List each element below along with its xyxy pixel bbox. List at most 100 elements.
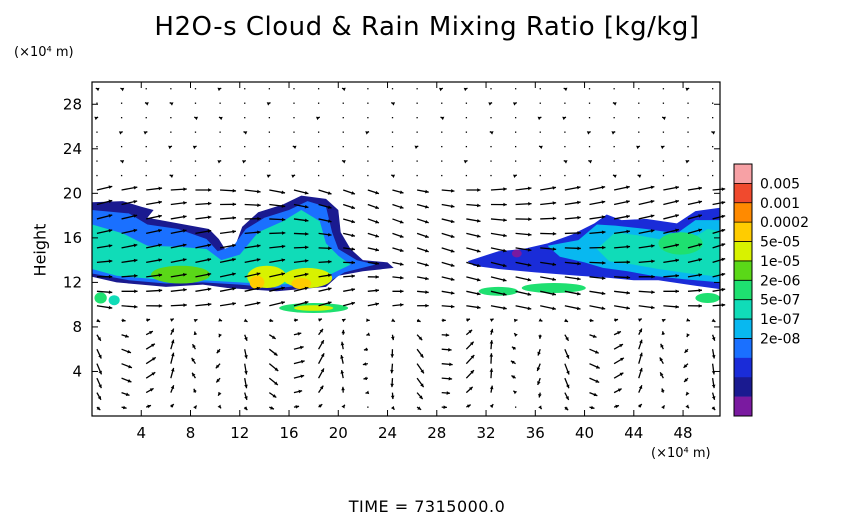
wind-vector-head [638,385,643,390]
wind-vector-head [552,306,556,311]
wind-vector-head [193,388,197,393]
wind-vector [96,348,102,359]
wind-vector-head [601,215,606,219]
wind-vector [194,131,197,133]
x-tick-label: 28 [427,424,446,442]
wind-vector-head [620,357,624,362]
wind-vector [564,246,581,251]
wind-vector-head [366,332,371,336]
wind-vector [687,174,689,177]
x-tick-label: 36 [526,424,545,442]
cloud-low-right-a [478,286,519,296]
wind-vector-head [463,160,468,164]
wind-vector [170,288,187,292]
wind-vector-head [650,229,655,233]
wind-vector [266,102,271,106]
wind-vector-head [503,306,507,310]
wind-vector [96,160,98,162]
wind-vector [489,340,494,350]
wind-vector [441,362,453,367]
wind-vector-head [149,388,154,392]
wind-vector [96,259,113,264]
wind-vector [170,258,187,263]
wind-vector [416,406,422,411]
wind-vector [538,318,543,322]
wind-vector-head [217,87,222,92]
wind-vector [416,218,429,224]
wind-vector-head [477,188,481,192]
wind-vector-head [675,289,679,294]
wind-vector-head [133,199,138,204]
wind-vector [269,231,286,235]
wind-vector-head [463,87,468,92]
wind-vector-head [158,304,163,308]
wind-vector [441,247,455,253]
wind-vector-head [399,190,404,194]
chart-title: H2O-s Cloud & Rain Mixing Ratio [kg/kg] [154,12,700,42]
wind-vector-head [650,214,655,218]
wind-vector [121,318,126,323]
wind-vector-head [183,201,187,205]
wind-vector-head [698,288,702,293]
wind-vector-head [502,292,507,296]
wind-vector [514,406,517,408]
colorbar-label: 2e-06 [760,273,800,289]
wind-vector [441,145,443,148]
wind-vector [343,260,355,265]
wind-vector [712,272,726,278]
wind-vector [636,145,641,150]
wind-vector [244,145,246,148]
wind-vector-head [592,334,597,338]
cloud-speck [511,249,522,258]
wind-vector-head [442,318,446,323]
wind-vector-head [684,349,689,353]
wind-vector [96,305,113,310]
wind-vector-head [661,405,665,410]
wind-vector [614,275,631,280]
wind-vector-head [232,216,237,220]
wind-vector [340,370,345,379]
wind-vector [269,286,286,292]
wind-vector [589,392,598,397]
wind-vector-head [594,350,599,354]
wind-vector [343,287,356,292]
wind-vector [712,228,726,235]
wind-vector-head [281,300,285,305]
wind-vector [712,214,726,220]
wind-vector [489,403,494,408]
wind-vector-head [577,261,581,266]
wind-vector-head [274,381,278,385]
wind-vector [268,117,271,119]
wind-vector [291,174,296,179]
wind-vector-head [281,204,286,208]
wind-vector [638,199,655,206]
wind-vector [367,174,369,177]
wind-vector [194,102,197,104]
wind-vector-head [661,331,666,335]
wind-vector [193,388,197,393]
wind-vector-head [108,199,113,204]
wind-vector [96,274,113,279]
wind-vector [711,363,716,375]
wind-vector [191,357,196,365]
wind-vector [145,174,147,177]
wind-vector-head [232,287,236,291]
wind-vector [244,189,261,194]
wind-vector-head [341,404,345,409]
wind-vector-head [675,199,679,204]
y-tick-label: 24 [63,140,82,158]
wind-vector-head [552,262,557,267]
wind-vector-head [108,214,113,218]
wind-vector [564,276,581,281]
wind-vector [489,385,494,393]
wind-vector [366,318,370,322]
wind-vector-head [351,233,355,238]
wind-vector [711,406,716,411]
wind-vector-head [419,353,424,358]
wind-vector-head [182,258,187,262]
wind-vector [219,272,236,278]
wind-vector-head [721,272,726,277]
wind-vector-head [145,102,149,106]
wind-vector-head [327,205,332,209]
wind-vector [96,145,98,148]
